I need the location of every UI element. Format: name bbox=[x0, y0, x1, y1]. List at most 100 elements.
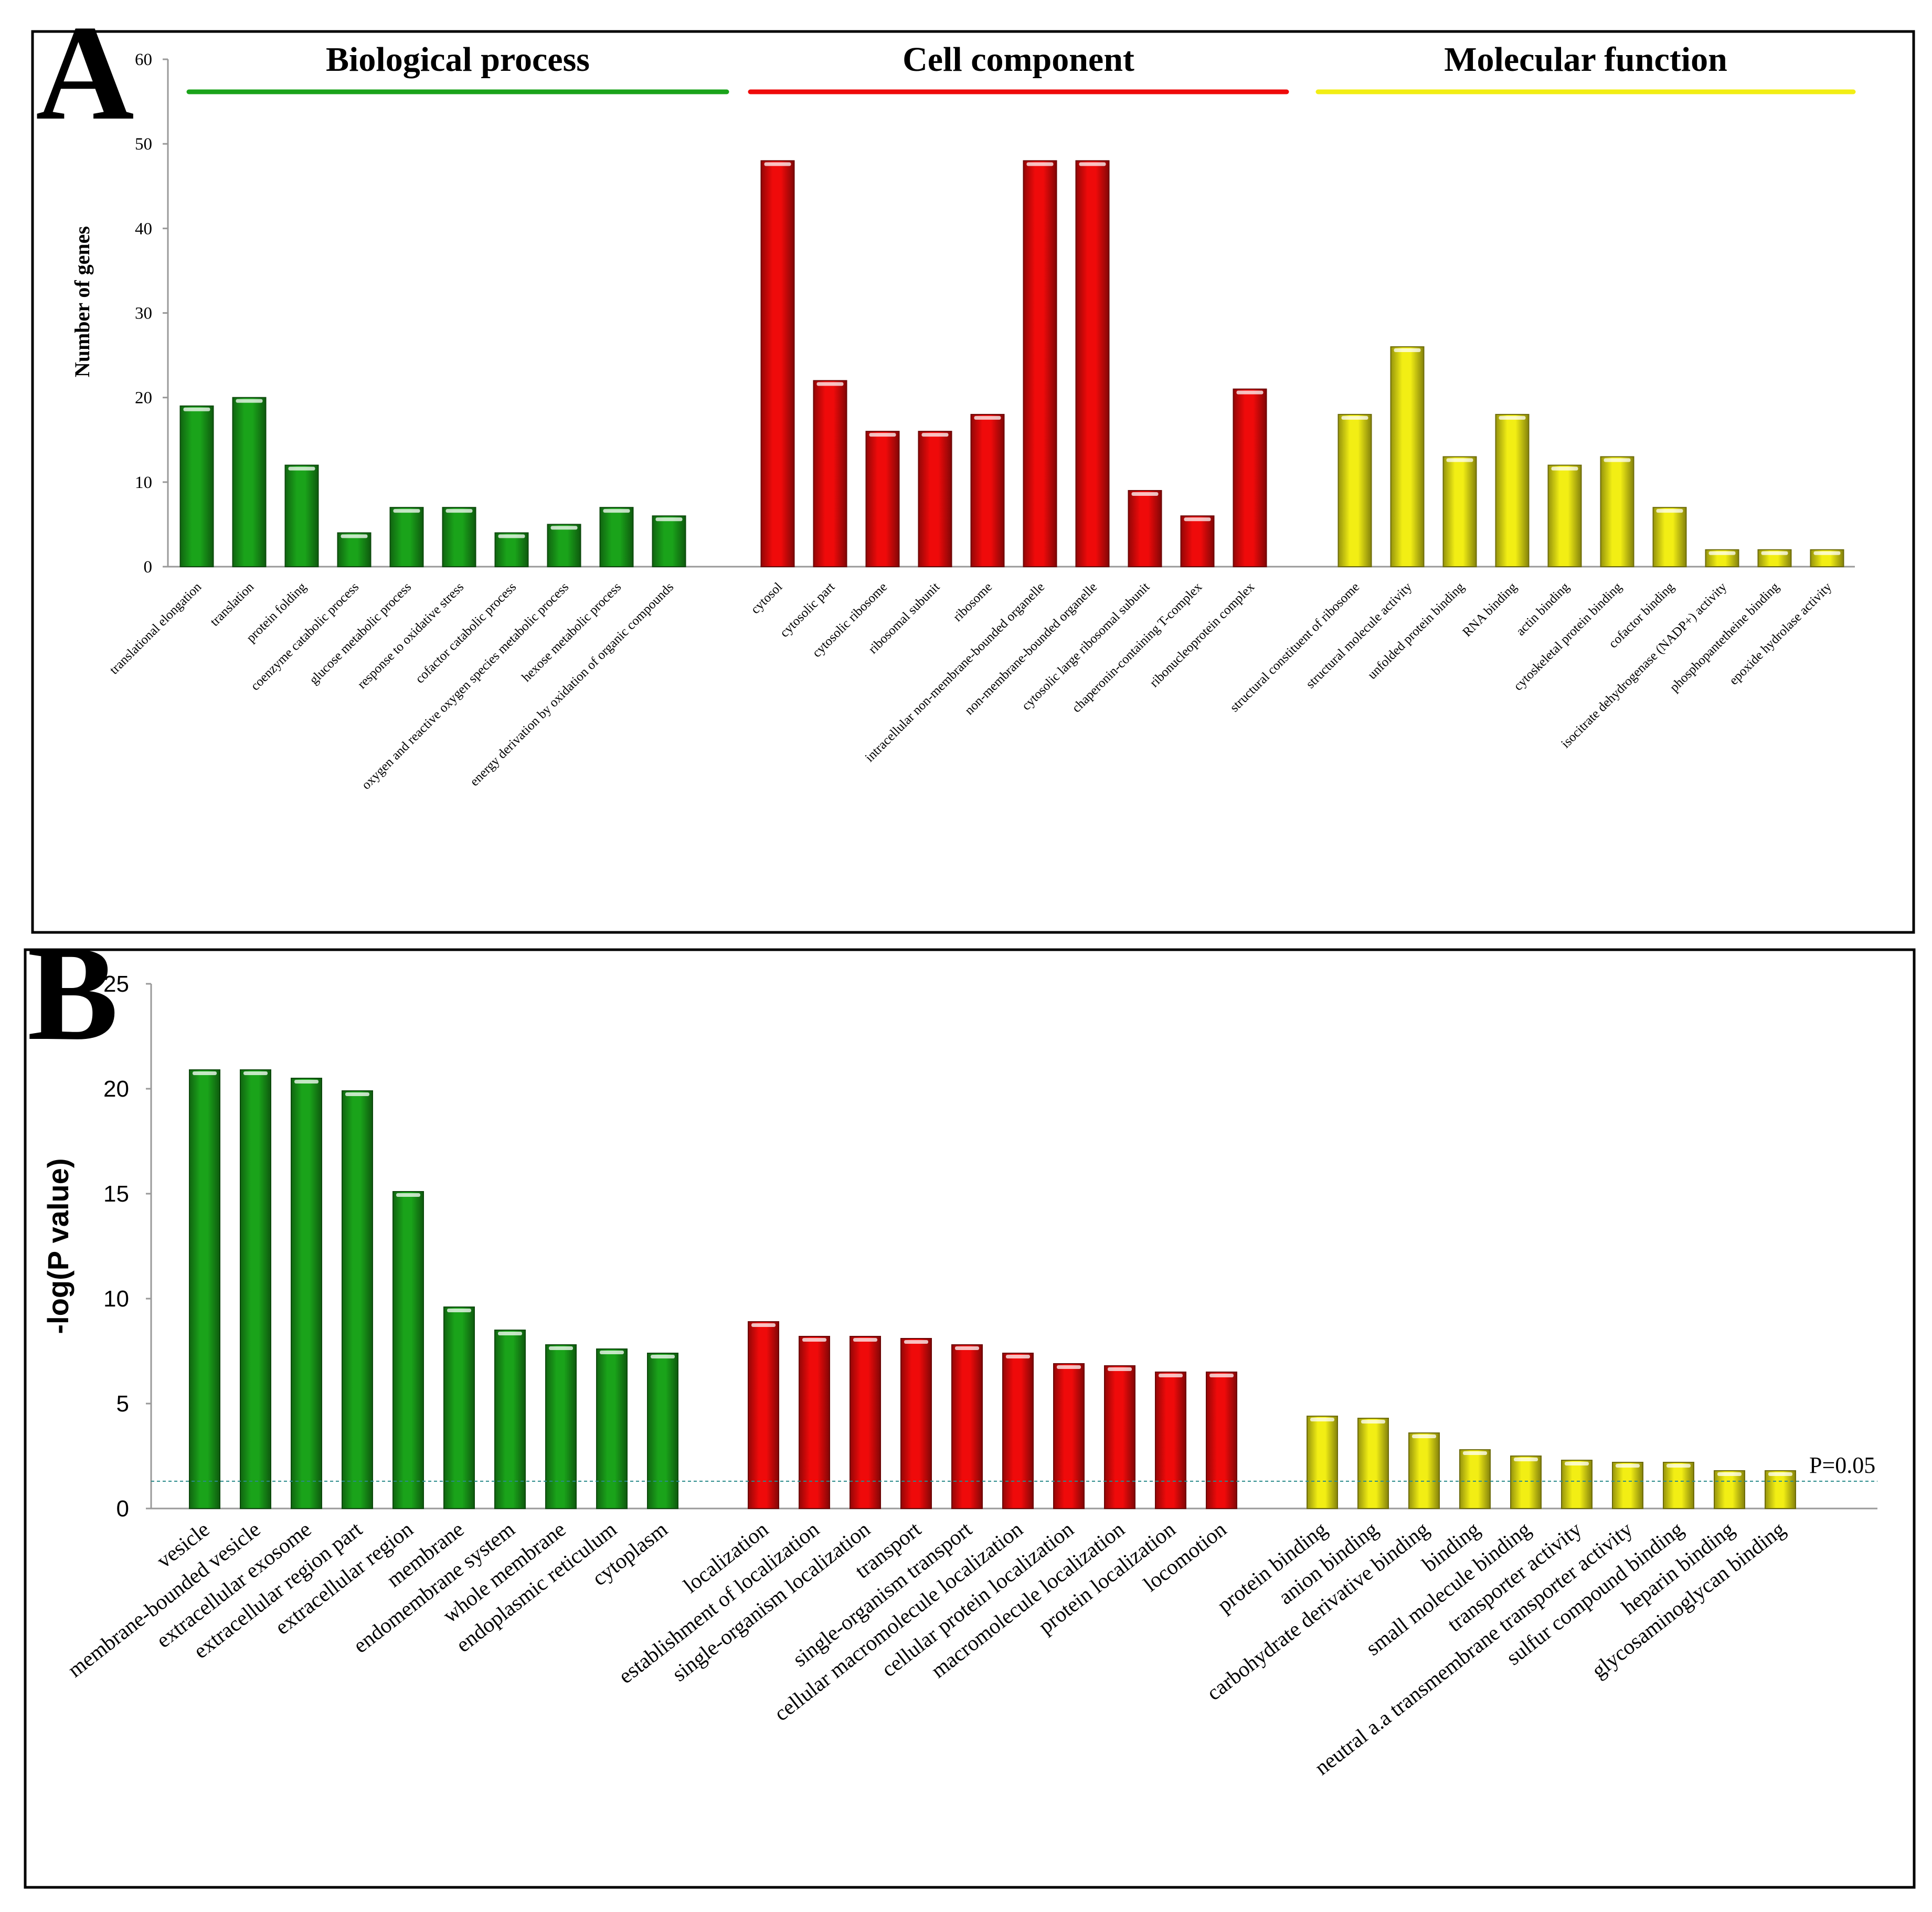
panel-b-y-axis-label: -log(P value) bbox=[41, 1158, 75, 1334]
bar bbox=[1714, 1470, 1745, 1509]
bar-highlight bbox=[294, 1080, 319, 1084]
bar bbox=[1357, 1418, 1389, 1509]
panel-b-frame bbox=[24, 948, 1916, 1889]
bar-highlight bbox=[193, 1071, 217, 1075]
bar-highlight bbox=[1341, 416, 1368, 420]
bar bbox=[1053, 1363, 1085, 1509]
bar bbox=[850, 1336, 881, 1509]
bar bbox=[1337, 413, 1372, 568]
bar bbox=[1206, 1372, 1237, 1509]
y-tick-label: 30 bbox=[135, 304, 152, 323]
y-tick-label: 20 bbox=[135, 389, 152, 408]
bar-highlight bbox=[603, 509, 630, 513]
bar bbox=[442, 507, 476, 568]
bar bbox=[918, 431, 952, 568]
bar bbox=[494, 1330, 526, 1509]
bar bbox=[337, 532, 371, 567]
bar bbox=[1408, 1432, 1440, 1509]
bar-highlight bbox=[549, 1346, 573, 1350]
bar bbox=[443, 1306, 475, 1509]
bar-highlight bbox=[1656, 509, 1683, 513]
bar bbox=[1600, 456, 1634, 567]
bar bbox=[970, 413, 1005, 568]
bar bbox=[1765, 1470, 1796, 1509]
bar-highlight bbox=[1108, 1367, 1132, 1371]
bar-highlight bbox=[447, 1309, 471, 1312]
bar-highlight bbox=[1184, 517, 1211, 522]
bar-highlight bbox=[1446, 458, 1473, 462]
bar bbox=[760, 160, 795, 567]
bar bbox=[284, 464, 319, 567]
bar bbox=[647, 1353, 678, 1509]
bar-highlight bbox=[816, 382, 844, 386]
bar bbox=[545, 1344, 577, 1509]
bar-highlight bbox=[243, 1071, 268, 1075]
significance-threshold-label: P=0.05 bbox=[1809, 1452, 1875, 1478]
bar-highlight bbox=[1079, 162, 1106, 166]
bar bbox=[865, 431, 900, 568]
bar-highlight bbox=[764, 162, 791, 166]
y-tick-label: 40 bbox=[135, 219, 152, 238]
bar bbox=[951, 1344, 983, 1509]
bar-highlight bbox=[1813, 551, 1841, 555]
bar-highlight bbox=[498, 534, 525, 538]
bar-highlight bbox=[1159, 1374, 1183, 1377]
bar-highlight bbox=[345, 1092, 369, 1096]
bar bbox=[1663, 1462, 1694, 1509]
group-title: Molecular function bbox=[1444, 40, 1727, 79]
bar bbox=[1547, 464, 1582, 567]
y-tick-label: 10 bbox=[103, 1286, 129, 1312]
bar-highlight bbox=[1131, 492, 1159, 496]
bar-highlight bbox=[974, 416, 1001, 420]
bar-highlight bbox=[1310, 1418, 1334, 1421]
bar-highlight bbox=[1565, 1462, 1589, 1465]
bar bbox=[1155, 1372, 1186, 1509]
bar-highlight bbox=[288, 466, 315, 471]
bar-highlight bbox=[1616, 1464, 1640, 1468]
bar bbox=[232, 397, 267, 568]
y-tick-label: 20 bbox=[103, 1076, 129, 1102]
bar bbox=[1495, 413, 1530, 568]
bar-highlight bbox=[1499, 416, 1526, 420]
bar bbox=[494, 532, 529, 567]
bar bbox=[652, 515, 686, 567]
bar-highlight bbox=[655, 517, 683, 522]
bar bbox=[1561, 1460, 1593, 1509]
panel-a-label: A bbox=[36, 0, 134, 148]
bar bbox=[813, 380, 847, 568]
bar-highlight bbox=[1394, 348, 1421, 352]
bar bbox=[342, 1090, 373, 1509]
bar-highlight bbox=[341, 534, 368, 538]
group-title: Cell component bbox=[903, 40, 1134, 79]
bar-highlight bbox=[1006, 1355, 1030, 1358]
bar-highlight bbox=[1666, 1464, 1691, 1468]
bar-highlight bbox=[1057, 1365, 1081, 1369]
bar bbox=[389, 507, 424, 568]
y-tick-label: 10 bbox=[135, 473, 152, 492]
group-title: Biological process bbox=[326, 40, 590, 79]
bar-highlight bbox=[445, 509, 473, 513]
bar-highlight bbox=[1236, 390, 1264, 395]
bar bbox=[1510, 1456, 1542, 1509]
bar-highlight bbox=[396, 1193, 420, 1197]
y-tick-label: 25 bbox=[103, 971, 129, 997]
bar bbox=[1180, 515, 1215, 567]
bar bbox=[596, 1348, 628, 1509]
bar-highlight bbox=[1761, 551, 1788, 555]
bar bbox=[799, 1336, 830, 1509]
bar-highlight bbox=[236, 399, 263, 403]
bar bbox=[240, 1069, 271, 1509]
bar bbox=[547, 524, 581, 568]
bar-highlight bbox=[869, 433, 896, 437]
bar-highlight bbox=[1768, 1472, 1792, 1476]
bar-highlight bbox=[498, 1332, 522, 1335]
bar bbox=[748, 1321, 779, 1509]
y-tick-label: 50 bbox=[135, 135, 152, 154]
bar-highlight bbox=[1412, 1435, 1436, 1438]
bar-highlight bbox=[550, 526, 578, 530]
bar bbox=[392, 1191, 424, 1509]
y-tick-label: 60 bbox=[135, 50, 152, 69]
bar-highlight bbox=[955, 1346, 979, 1350]
bar bbox=[1075, 160, 1110, 567]
